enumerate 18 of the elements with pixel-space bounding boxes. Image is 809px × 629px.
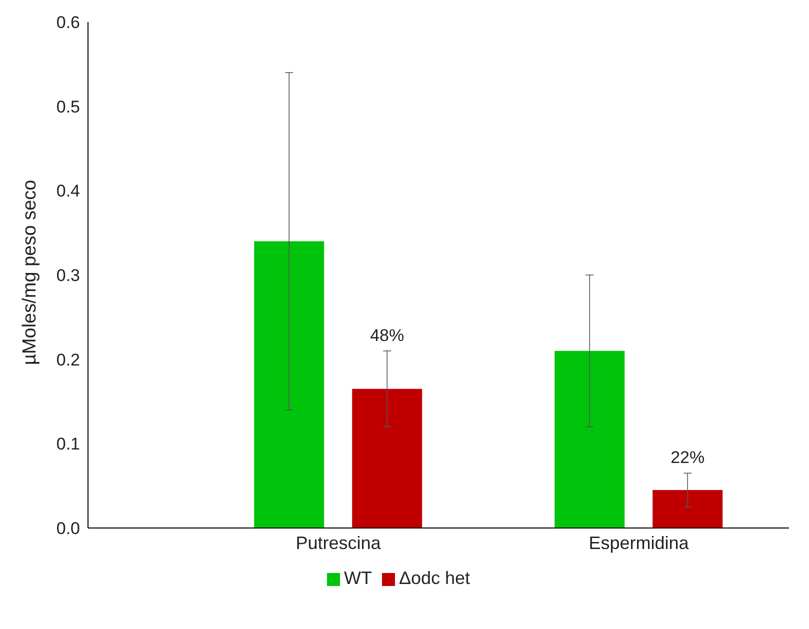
y-axis-title: µMoles/mg peso seco (20, 180, 41, 365)
annotation: 48% (370, 326, 404, 345)
bar (652, 490, 723, 528)
legend-label: WT (344, 568, 372, 588)
y-tick-label: 0.3 (56, 266, 80, 286)
x-tick-label: Putrescina (296, 532, 382, 553)
y-tick-label: 0.4 (56, 182, 80, 201)
annotation: 22% (670, 448, 705, 468)
y-tick-label: 0.2 (56, 350, 80, 370)
y-tick-label: 0.5 (56, 97, 80, 116)
legend-label: Δodc het (398, 568, 470, 588)
y-tick-label: 0.6 (56, 13, 80, 32)
bar (254, 241, 324, 528)
bar (554, 350, 625, 528)
y-tick-label: 0.1 (56, 434, 80, 454)
x-tick-label: Espermidina (588, 532, 690, 553)
y-tick-label: 0.0 (56, 519, 80, 538)
bar (352, 388, 422, 528)
